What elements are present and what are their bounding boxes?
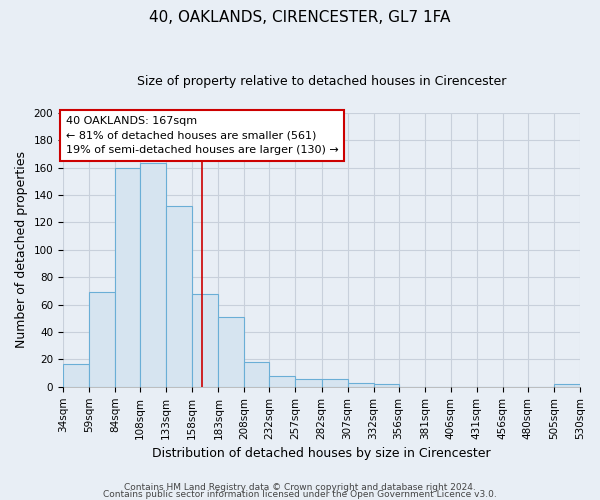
Bar bbox=[115, 168, 140, 387]
Text: Contains HM Land Registry data © Crown copyright and database right 2024.: Contains HM Land Registry data © Crown c… bbox=[124, 484, 476, 492]
Text: 40 OAKLANDS: 167sqm
← 81% of detached houses are smaller (561)
19% of semi-detac: 40 OAKLANDS: 167sqm ← 81% of detached ho… bbox=[65, 116, 338, 155]
Bar bbox=[554, 384, 580, 387]
Bar bbox=[140, 164, 166, 387]
Bar bbox=[244, 362, 269, 387]
Bar bbox=[192, 294, 218, 387]
Bar bbox=[347, 382, 374, 387]
Text: Contains public sector information licensed under the Open Government Licence v3: Contains public sector information licen… bbox=[103, 490, 497, 499]
Bar bbox=[166, 206, 192, 387]
Bar bbox=[322, 378, 347, 387]
Title: Size of property relative to detached houses in Cirencester: Size of property relative to detached ho… bbox=[137, 75, 506, 88]
Bar bbox=[374, 384, 398, 387]
Y-axis label: Number of detached properties: Number of detached properties bbox=[15, 152, 28, 348]
Bar bbox=[269, 376, 295, 387]
X-axis label: Distribution of detached houses by size in Cirencester: Distribution of detached houses by size … bbox=[152, 447, 491, 460]
Bar bbox=[218, 317, 244, 387]
Bar bbox=[295, 378, 322, 387]
Bar bbox=[63, 364, 89, 387]
Bar bbox=[89, 292, 115, 387]
Text: 40, OAKLANDS, CIRENCESTER, GL7 1FA: 40, OAKLANDS, CIRENCESTER, GL7 1FA bbox=[149, 10, 451, 25]
